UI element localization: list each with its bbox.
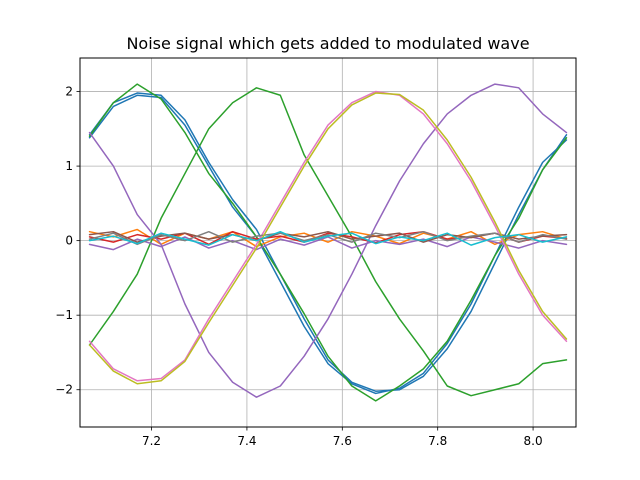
x-tick-label: 7.4: [237, 434, 256, 448]
x-tick-label: 7.8: [428, 434, 447, 448]
series-line-10: [88, 230, 568, 246]
x-tick-label: 7.2: [142, 434, 161, 448]
y-tick-label: 2: [65, 85, 73, 99]
axes-frame: [79, 57, 577, 428]
series-line-6: [88, 83, 568, 398]
series-layer: [88, 83, 568, 402]
y-tick-label: −1: [55, 308, 73, 322]
series-line-0: [88, 92, 568, 392]
series-line-9: [88, 90, 568, 382]
series-line-11: [88, 92, 568, 385]
ticks: 7.2 7.4 7.6 7.8 8.0 −2 −1 0 1 2: [55, 85, 542, 448]
y-tick-label: 1: [65, 159, 73, 173]
y-tick-label: −2: [55, 383, 73, 397]
y-tick-label: 0: [65, 234, 73, 248]
series-line-12: [88, 230, 568, 246]
series-line-4: [88, 87, 568, 397]
x-tick-label: 7.6: [333, 434, 352, 448]
chart-title: Noise signal which gets added to modulat…: [126, 34, 529, 53]
series-line-3: [88, 83, 568, 402]
x-tick-label: 8.0: [524, 434, 543, 448]
grid: [80, 58, 576, 427]
